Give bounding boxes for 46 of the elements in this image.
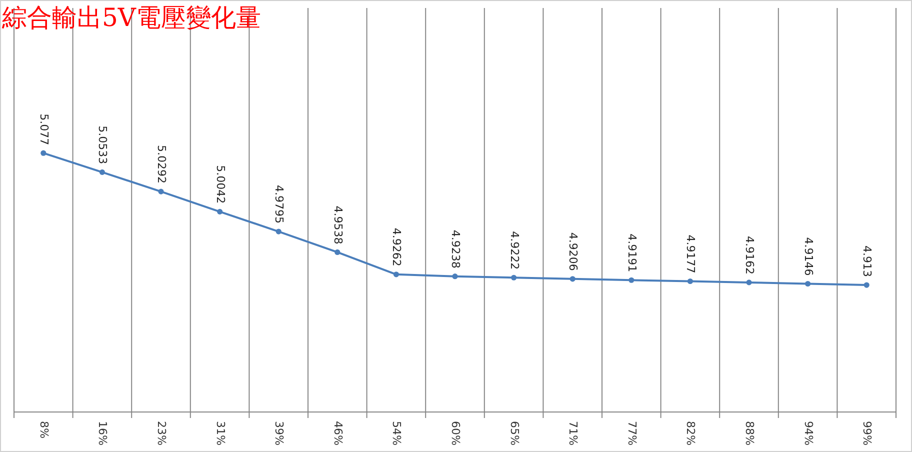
point (746, 280, 752, 286)
x-tick-label: 46% (331, 421, 344, 446)
data-label: 4.9146 (802, 237, 815, 276)
chart-title: 綜合輸出5V電壓變化量 (1, 3, 261, 32)
data-label: 4.9191 (625, 234, 638, 272)
point (570, 276, 576, 282)
point (217, 208, 223, 214)
point (276, 228, 282, 234)
data-label: 4.9177 (684, 234, 698, 274)
data-label: 4.9222 (508, 231, 521, 270)
x-tick-label: 60% (448, 421, 462, 446)
point (452, 274, 458, 280)
point (334, 249, 340, 256)
data-label: 5.0292 (154, 145, 168, 184)
point (805, 280, 811, 287)
x-tick-label: 54% (390, 421, 404, 446)
point (99, 169, 105, 175)
data-label: 4.9795 (272, 185, 286, 224)
x-tick-label: 16% (96, 421, 110, 446)
x-tick-label: 8% (37, 421, 50, 438)
data-label: 5.077 (37, 114, 50, 146)
data-label: 4.9238 (448, 230, 462, 268)
x-tick-label: 71% (566, 421, 580, 446)
point (40, 150, 46, 156)
data-label: 4.9206 (566, 232, 580, 271)
data-label: 4.9538 (331, 206, 344, 244)
x-tick-label: 23% (154, 421, 168, 446)
data-label: 4.9262 (390, 228, 404, 266)
point (864, 282, 870, 288)
data-label: 4.9162 (742, 236, 756, 274)
x-tick-label: 88% (742, 421, 756, 446)
x-tick-label: 99% (860, 421, 874, 446)
x-tick-label: 31% (214, 421, 227, 446)
data-label: 4.913 (860, 246, 874, 278)
point (511, 274, 517, 280)
point (393, 272, 399, 278)
point (628, 277, 634, 283)
data-label: 5.0042 (214, 165, 227, 204)
point (687, 278, 693, 284)
x-tick-label: 94% (802, 421, 815, 446)
x-tick-label: 77% (625, 421, 638, 446)
x-tick-label: 39% (272, 421, 286, 446)
x-tick-label: 65% (508, 421, 521, 446)
data-label: 5.0533 (96, 126, 110, 164)
x-tick-label: 82% (684, 421, 698, 446)
point (158, 188, 164, 194)
